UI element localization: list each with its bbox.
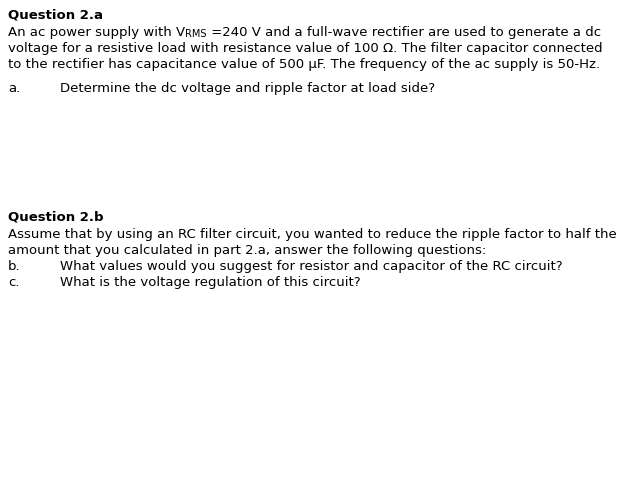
Text: voltage for a resistive load with resistance value of 100 Ω. The filter capacito: voltage for a resistive load with resist… [8, 42, 603, 55]
Text: a.: a. [8, 82, 21, 95]
Text: Assume that by using an RC filter circuit, you wanted to reduce the ripple facto: Assume that by using an RC filter circui… [8, 228, 617, 241]
Text: What is the voltage regulation of this circuit?: What is the voltage regulation of this c… [60, 276, 361, 289]
Text: to the rectifier has capacitance value of 500 μF. The frequency of the ac supply: to the rectifier has capacitance value o… [8, 58, 600, 71]
Text: An ac power supply with V: An ac power supply with V [8, 26, 185, 39]
Text: Determine the dc voltage and ripple factor at load side?: Determine the dc voltage and ripple fact… [60, 82, 435, 95]
Text: Question 2.a: Question 2.a [8, 8, 103, 21]
Text: c.: c. [8, 276, 19, 289]
Text: b.: b. [8, 260, 21, 273]
Text: Question 2.b: Question 2.b [8, 210, 103, 223]
Text: What values would you suggest for resistor and capacitor of the RC circuit?: What values would you suggest for resist… [60, 260, 563, 273]
Text: RMS: RMS [185, 29, 207, 39]
Text: amount that you calculated in part 2.a, answer the following questions:: amount that you calculated in part 2.a, … [8, 244, 486, 257]
Text: =240 V and a full-wave rectifier are used to generate a dc: =240 V and a full-wave rectifier are use… [207, 26, 601, 39]
